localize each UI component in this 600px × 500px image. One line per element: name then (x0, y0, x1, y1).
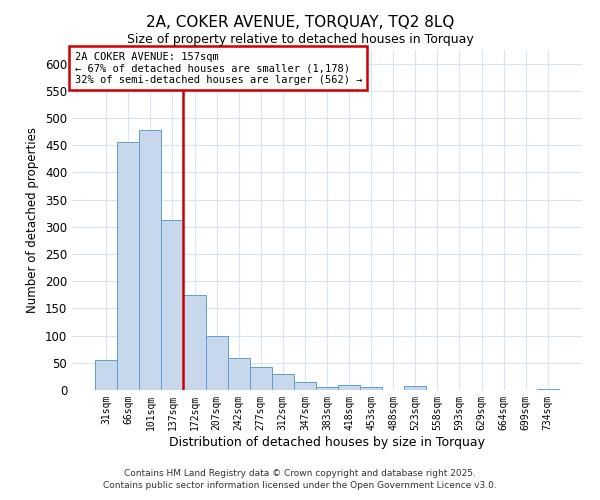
Bar (139, 130, 161, 390)
Bar (206, 336, 227, 390)
Bar (316, 386, 338, 390)
Text: Size of property relative to detached houses in Torquay: Size of property relative to detached ho… (127, 32, 473, 46)
Bar (537, 389, 559, 390)
Bar (117, 142, 139, 390)
Text: 2A, COKER AVENUE, TORQUAY, TQ2 8LQ: 2A, COKER AVENUE, TORQUAY, TQ2 8LQ (146, 15, 454, 30)
Bar (294, 382, 316, 390)
Text: 2A COKER AVENUE: 157sqm
← 67% of detached houses are smaller (1,178)
32% of semi: 2A COKER AVENUE: 157sqm ← 67% of detache… (74, 52, 362, 85)
Bar (404, 386, 427, 390)
Bar (250, 367, 272, 390)
Bar (272, 374, 294, 390)
Text: Contains HM Land Registry data © Crown copyright and database right 2025.
Contai: Contains HM Land Registry data © Crown c… (103, 468, 497, 490)
Bar (95, 360, 117, 390)
Bar (161, 220, 184, 390)
Bar (338, 385, 360, 390)
Bar (227, 358, 250, 390)
Bar (184, 295, 206, 390)
Bar (360, 388, 382, 390)
Y-axis label: Number of detached properties: Number of detached properties (26, 127, 40, 313)
X-axis label: Distribution of detached houses by size in Torquay: Distribution of detached houses by size … (169, 436, 485, 448)
